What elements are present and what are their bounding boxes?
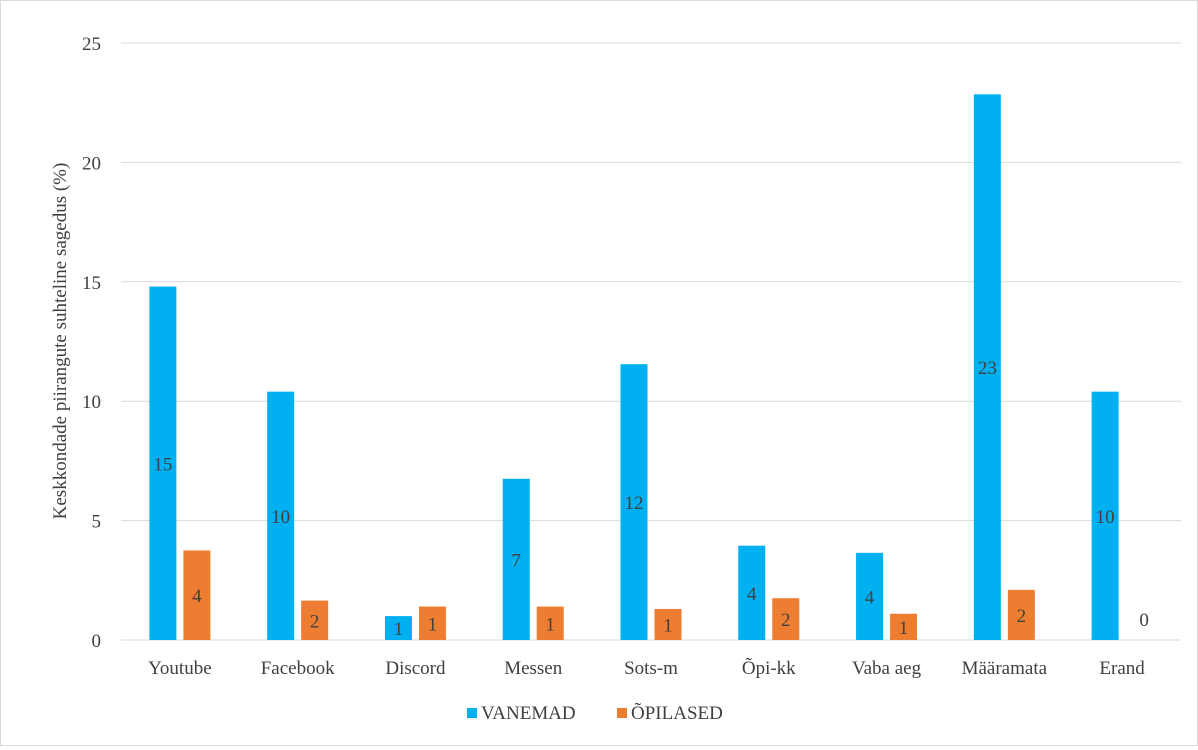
data-label: 2 <box>310 611 320 632</box>
bar-opilased <box>772 598 800 640</box>
x-category-label: Erand <box>1099 658 1145 679</box>
data-label: 2 <box>781 610 791 631</box>
data-label: 4 <box>192 586 202 607</box>
bar-opilased <box>654 608 682 640</box>
bar-opilased <box>418 606 446 640</box>
x-category-label: Vaba aeg <box>852 658 922 679</box>
data-label: 10 <box>1096 507 1115 528</box>
legend: VANEMAD ÕPILASED <box>467 702 723 724</box>
data-label: 7 <box>511 550 521 571</box>
y-axis-title: Keskkondade piirangute suhteline sagedus… <box>50 163 71 520</box>
legend-entry: VANEMAD <box>481 703 576 724</box>
data-label: 4 <box>865 587 875 608</box>
data-label: 0 <box>1139 610 1149 631</box>
y-tick-label: 10 <box>82 392 101 413</box>
y-tick-label: 20 <box>82 153 101 174</box>
bar-vanemad <box>620 364 648 640</box>
data-label: 2 <box>1017 606 1027 627</box>
bar-opilased <box>183 550 211 640</box>
bar-vanemad <box>1091 391 1119 640</box>
legend-swatch <box>467 708 477 718</box>
legend-entry: ÕPILASED <box>631 702 723 724</box>
x-category-label: Discord <box>385 658 446 679</box>
data-label: 15 <box>153 454 172 475</box>
x-axis-categories: Youtube Facebook Discord Messen Sots-m Õpi-kk… <box>148 657 1145 679</box>
data-label: 23 <box>978 358 997 379</box>
bar-vanemad <box>149 286 177 640</box>
bar-vanemad <box>738 545 766 640</box>
bars <box>149 94 1119 641</box>
x-category-label: Määramata <box>962 658 1048 679</box>
legend-swatch <box>617 708 627 718</box>
bar-opilased <box>890 613 918 640</box>
bar-vanemad <box>267 391 295 640</box>
y-tick-label: 0 <box>92 631 102 652</box>
y-tick-label: 15 <box>82 273 101 294</box>
data-labels: 15 4 10 2 1 1 7 1 12 1 4 2 4 1 23 2 10 0 <box>153 358 1148 640</box>
y-axis-ticks: 0 5 10 15 20 25 <box>82 34 101 652</box>
data-label: 1 <box>899 618 909 639</box>
x-category-label: Messen <box>504 658 563 679</box>
bar-vanemad <box>973 94 1001 641</box>
data-label: 1 <box>663 615 673 636</box>
gridlines <box>121 42 1181 641</box>
bar-opilased <box>301 600 329 640</box>
x-category-label: Õpi-kk <box>742 657 796 679</box>
y-tick-label: 25 <box>82 34 101 55</box>
data-label: 1 <box>428 614 438 635</box>
bar-vanemad <box>384 616 412 640</box>
data-label: 4 <box>747 584 757 605</box>
x-category-label: Youtube <box>148 658 212 679</box>
data-label: 1 <box>545 614 555 635</box>
x-category-label: Sots-m <box>624 658 678 679</box>
data-label: 12 <box>625 493 644 514</box>
bar-vanemad <box>856 552 884 640</box>
bar-opilased <box>1007 589 1035 640</box>
data-label: 10 <box>271 507 290 528</box>
bar-opilased <box>536 606 564 640</box>
y-tick-label: 5 <box>92 512 102 533</box>
data-label: 1 <box>394 619 404 640</box>
x-category-label: Facebook <box>261 658 335 679</box>
bar-vanemad <box>502 478 530 640</box>
